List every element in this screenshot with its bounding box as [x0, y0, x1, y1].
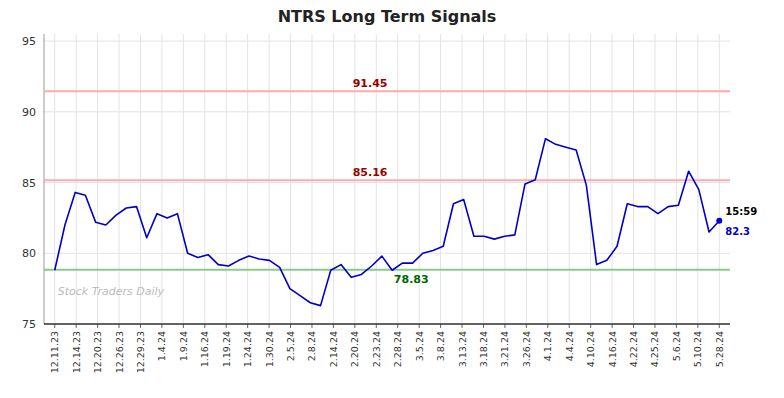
grid-line-x — [76, 34, 77, 324]
x-tick-label: 5.28.24 — [714, 331, 725, 367]
x-axis — [44, 323, 730, 325]
grid-line-x — [269, 34, 270, 324]
x-tick-label: 3.5.24 — [414, 331, 425, 361]
x-tick-label: 4.10.24 — [585, 331, 596, 367]
x-tick-label: 12.20.23 — [92, 331, 103, 373]
price-line — [55, 139, 720, 306]
x-tick-label: 5.10.24 — [692, 331, 703, 367]
plot-area — [44, 91, 730, 305]
grid-line-x — [547, 34, 548, 324]
x-tick-label: 1.30.24 — [264, 331, 275, 367]
x-tick-label: 1.24.24 — [242, 331, 253, 367]
y-axis — [44, 34, 45, 324]
x-tick-label: 12.14.23 — [71, 331, 82, 373]
grid-line-x — [440, 34, 441, 324]
grid-line-x — [719, 34, 720, 324]
grid-line-x — [119, 34, 120, 324]
last-price-label: 82.3 — [725, 226, 750, 237]
x-tick-label: 3.21.24 — [499, 331, 510, 367]
watermark: Stock Traders Daily — [58, 285, 165, 298]
level-line — [44, 179, 730, 181]
grid-line-y — [44, 41, 730, 42]
grid-line-x — [54, 34, 55, 324]
level-label: 91.45 — [353, 77, 388, 90]
last-point — [716, 218, 722, 224]
x-tick-label: 4.1.24 — [542, 331, 553, 361]
grid-line-x — [526, 34, 527, 324]
grid-line-x — [204, 34, 205, 324]
grid — [44, 34, 730, 324]
last-time-label: 15:59 — [725, 206, 757, 217]
level-line — [44, 269, 730, 271]
x-tick-label: 2.8.24 — [306, 331, 317, 361]
x-tick-label: 1.16.24 — [199, 331, 210, 367]
grid-line-x — [97, 34, 98, 324]
y-tick-label: 75 — [22, 318, 36, 331]
x-tick-label: 5.6.24 — [671, 331, 682, 361]
x-tick-label: 12.29.23 — [135, 331, 146, 373]
level-label: 85.16 — [353, 166, 388, 179]
x-tick-label: 1.4.24 — [156, 331, 167, 361]
y-tick-label: 90 — [22, 106, 36, 119]
grid-line-x — [161, 34, 162, 324]
x-tick-label: 2.23.24 — [371, 331, 382, 367]
grid-line-x — [183, 34, 184, 324]
x-tick-label: 2.20.24 — [349, 331, 360, 367]
grid-line-x — [569, 34, 570, 324]
x-tick-label: 2.28.24 — [392, 331, 403, 367]
x-tick-label: 12.11.23 — [49, 331, 60, 373]
y-tick-label: 95 — [22, 35, 36, 48]
x-tick-label: 4.16.24 — [607, 331, 618, 367]
y-tick-label: 80 — [22, 247, 36, 260]
grid-line-y — [44, 253, 730, 254]
grid-line-x — [333, 34, 334, 324]
x-tick-label: 2.14.24 — [328, 331, 339, 367]
grid-line-y — [44, 182, 730, 183]
grid-line-x — [676, 34, 677, 324]
grid-line-x — [654, 34, 655, 324]
grid-line-x — [483, 34, 484, 324]
grid-line-x — [633, 34, 634, 324]
x-tick-label: 3.18.24 — [478, 331, 489, 367]
x-tick-label: 3.13.24 — [457, 331, 468, 367]
grid-line-y — [44, 324, 730, 325]
chart: NTRS Long Term Signals 75 80 85 90 95 12.11.23… — [0, 0, 784, 398]
x-tick-label: 3.8.24 — [435, 331, 446, 361]
grid-line-x — [504, 34, 505, 324]
level-label: 78.83 — [394, 273, 429, 286]
grid-line-x — [311, 34, 312, 324]
grid-line-x — [612, 34, 613, 324]
y-tick-label: 85 — [22, 177, 36, 190]
grid-line-x — [140, 34, 141, 324]
grid-line-x — [226, 34, 227, 324]
x-tick-label: 12.26.23 — [114, 331, 125, 373]
grid-line-x — [590, 34, 591, 324]
x-tick-label: 4.22.24 — [628, 331, 639, 367]
grid-line-x — [697, 34, 698, 324]
x-tick-label: 4.4.24 — [564, 331, 575, 361]
x-tick-label: 4.25.24 — [649, 331, 660, 367]
x-tick-label: 1.19.24 — [221, 331, 232, 367]
grid-line-x — [462, 34, 463, 324]
grid-line-y — [44, 111, 730, 112]
x-tick-label: 3.26.24 — [521, 331, 532, 367]
title: NTRS Long Term Signals — [278, 7, 497, 26]
x-tick-label: 2.5.24 — [285, 331, 296, 361]
level-line — [44, 90, 730, 92]
grid-line-x — [247, 34, 248, 324]
x-tick-label: 1.9.24 — [178, 331, 189, 361]
grid-line-x — [290, 34, 291, 324]
